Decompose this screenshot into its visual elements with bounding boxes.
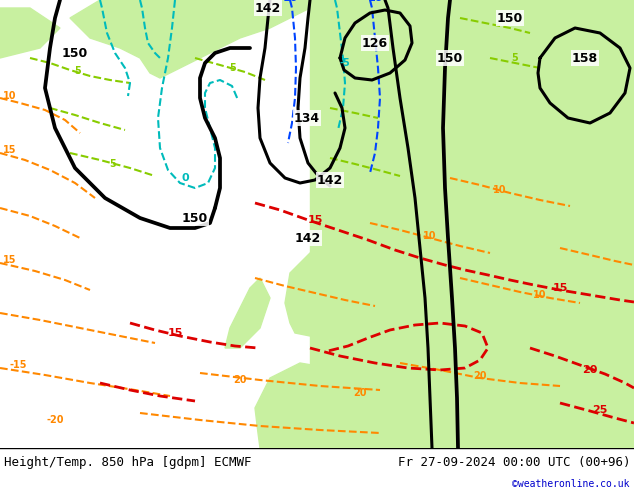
Text: ©weatheronline.co.uk: ©weatheronline.co.uk	[512, 479, 630, 489]
Text: 150: 150	[62, 47, 88, 59]
Text: 15: 15	[307, 215, 323, 225]
Text: -15: -15	[10, 360, 27, 370]
Text: 10: 10	[367, 0, 383, 3]
Text: 150: 150	[497, 11, 523, 24]
Polygon shape	[0, 8, 60, 58]
Text: 5: 5	[110, 159, 117, 169]
Text: 5: 5	[75, 66, 81, 76]
Text: -5: -5	[340, 58, 351, 68]
Text: 10: 10	[493, 185, 507, 195]
Polygon shape	[225, 278, 270, 348]
Text: 134: 134	[294, 112, 320, 124]
Text: 142: 142	[255, 1, 281, 15]
Text: 10: 10	[3, 91, 16, 101]
Text: 10: 10	[533, 290, 547, 300]
Text: 158: 158	[572, 51, 598, 65]
Text: 20: 20	[582, 365, 598, 375]
Text: 150: 150	[182, 212, 208, 224]
Text: 15: 15	[552, 283, 567, 293]
Text: 10: 10	[282, 0, 298, 3]
Polygon shape	[70, 0, 310, 78]
Text: Fr 27-09-2024 00:00 UTC (00+96): Fr 27-09-2024 00:00 UTC (00+96)	[398, 456, 630, 469]
Text: 15: 15	[3, 255, 16, 265]
Text: 150: 150	[437, 51, 463, 65]
Text: 25: 25	[592, 405, 607, 415]
Polygon shape	[255, 363, 370, 448]
Text: 142: 142	[295, 231, 321, 245]
Polygon shape	[285, 248, 370, 338]
Text: 15: 15	[3, 145, 16, 155]
Text: 142: 142	[317, 173, 343, 187]
Text: 5: 5	[512, 53, 519, 63]
Text: 20: 20	[353, 388, 366, 398]
Text: -20: -20	[46, 415, 64, 425]
Text: 10: 10	[424, 231, 437, 241]
Text: 126: 126	[362, 36, 388, 49]
Text: 5: 5	[230, 63, 236, 73]
Text: 0: 0	[181, 173, 189, 183]
Text: Height/Temp. 850 hPa [gdpm] ECMWF: Height/Temp. 850 hPa [gdpm] ECMWF	[4, 456, 252, 469]
Polygon shape	[310, 0, 634, 448]
Text: 20: 20	[473, 371, 487, 381]
Text: 15: 15	[167, 328, 183, 338]
Text: 20: 20	[233, 375, 247, 385]
